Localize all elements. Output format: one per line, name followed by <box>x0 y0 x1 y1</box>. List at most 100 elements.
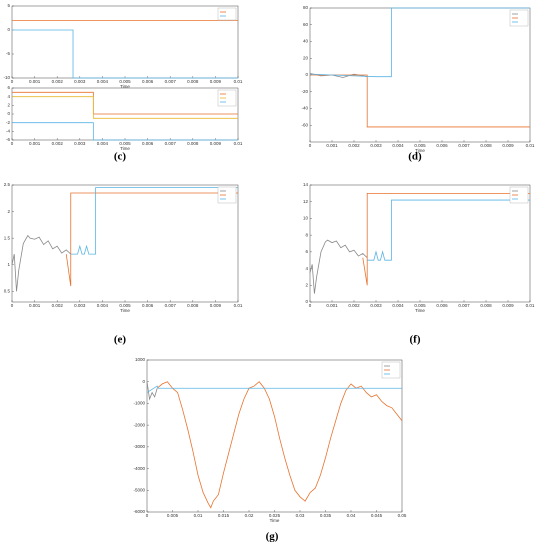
y-tick-label: 0 <box>142 379 145 384</box>
y-tick-label: -60 <box>301 122 308 127</box>
x-tick-label: 0.003 <box>370 303 382 308</box>
x-tick-label: 0.007 <box>165 79 177 84</box>
x-tick-label: 0.001 <box>29 303 41 308</box>
plot-area <box>146 359 403 513</box>
y-tick-label: 0 <box>7 111 10 116</box>
y-tick-label: -2 <box>6 120 10 125</box>
series-line <box>309 239 368 294</box>
x-tick-label: 0.002 <box>348 303 360 308</box>
x-axis-label: Time <box>120 84 130 89</box>
y-tick-label: 0 <box>305 72 308 77</box>
legend-box <box>217 7 237 21</box>
x-tick-label: 0.01 <box>526 143 535 148</box>
series-line <box>12 29 238 79</box>
x-tick-label: 0.03 <box>296 513 305 518</box>
y-tick-label: -4000 <box>133 466 145 471</box>
series-line <box>362 192 530 286</box>
y-tick-label: -10 <box>3 75 10 80</box>
y-tick-label: 0 <box>7 27 10 32</box>
y-tick-label: 8 <box>305 232 308 237</box>
x-tick-label: 0.045 <box>371 513 383 518</box>
y-tick-label: 0.5 <box>4 289 11 294</box>
y-tick-label: 2 <box>305 282 308 287</box>
plot-area <box>11 5 239 79</box>
y-tick-label: 1 <box>7 262 10 267</box>
x-tick-label: 0.004 <box>392 143 404 148</box>
x-tick-label: 0.005 <box>414 303 426 308</box>
x-axis-label: Time <box>120 308 130 313</box>
y-tick-label: 14 <box>303 182 309 187</box>
y-tick-label: -6000 <box>133 509 145 514</box>
panel-label: (g) <box>266 531 279 543</box>
x-tick-label: 0.002 <box>348 143 360 148</box>
y-tick-label: 4 <box>305 266 308 271</box>
x-axis-label: Time <box>415 308 425 313</box>
y-tick-label: 20 <box>303 55 309 60</box>
y-tick-label: 0 <box>305 299 308 304</box>
x-tick-label: 0 <box>309 143 312 148</box>
x-tick-label: 0.006 <box>436 303 448 308</box>
series-line <box>146 385 402 393</box>
y-tick-label: -5000 <box>133 487 145 492</box>
series-line <box>12 96 238 119</box>
y-tick-label: 5 <box>7 3 10 8</box>
x-tick-label: 0.007 <box>165 141 177 146</box>
series-line <box>309 7 530 78</box>
x-tick-label: 0.025 <box>269 513 281 518</box>
y-tick-label: -6 <box>6 137 10 142</box>
y-tick-label: -3000 <box>133 444 145 449</box>
series-line <box>146 381 158 401</box>
x-tick-label: 0.006 <box>142 303 154 308</box>
y-tick-label: 40 <box>303 39 309 44</box>
y-tick-label: -4 <box>6 129 10 134</box>
x-tick-label: 0.05 <box>398 513 407 518</box>
y-tick-label: 2.5 <box>4 182 11 187</box>
y-tick-label: 1000 <box>135 357 146 362</box>
x-tick-label: 0.01 <box>194 513 203 518</box>
y-tick-label: 1.5 <box>4 235 11 240</box>
series-line <box>11 234 72 292</box>
y-tick-label: 60 <box>303 22 309 27</box>
x-tick-label: 0.004 <box>97 79 109 84</box>
x-tick-label: 0.002 <box>52 303 64 308</box>
x-tick-label: 0.007 <box>458 143 470 148</box>
x-tick-label: 0.005 <box>167 513 179 518</box>
y-tick-label: 12 <box>303 199 309 204</box>
x-tick-label: 0.02 <box>245 513 254 518</box>
x-tick-label: 0.003 <box>74 141 86 146</box>
y-tick-label: 6 <box>305 249 308 254</box>
x-tick-label: 0.004 <box>97 303 109 308</box>
y-tick-label: -40 <box>301 106 308 111</box>
x-tick-label: 0 <box>309 303 312 308</box>
x-tick-label: 0.005 <box>119 303 131 308</box>
y-tick-label: -2000 <box>133 422 145 427</box>
plot-area <box>309 184 531 303</box>
x-tick-label: 0.003 <box>74 303 86 308</box>
x-tick-label: 0.008 <box>480 303 492 308</box>
x-tick-label: 0.005 <box>414 143 426 148</box>
panel-label: (c) <box>114 151 127 163</box>
plot-area <box>11 184 239 303</box>
x-tick-label: 0.002 <box>52 141 64 146</box>
x-tick-label: 0.01 <box>234 303 243 308</box>
x-axis-label: Time <box>120 146 130 151</box>
y-tick-label: 80 <box>303 5 309 10</box>
panel-label: (d) <box>408 151 422 163</box>
y-tick-label: 2 <box>7 103 10 108</box>
x-tick-label: 0.006 <box>142 141 154 146</box>
panel-label: (e) <box>114 334 127 346</box>
x-tick-label: 0.008 <box>480 143 492 148</box>
x-tick-label: 0.007 <box>458 303 470 308</box>
x-tick-label: 0.04 <box>347 513 356 518</box>
series-line <box>156 381 403 509</box>
y-tick-label: 6 <box>7 85 10 90</box>
series-line <box>309 72 368 78</box>
x-tick-label: 0 <box>11 303 14 308</box>
x-tick-label: 0.009 <box>210 79 222 84</box>
x-tick-label: 0.015 <box>218 513 230 518</box>
y-tick-label: -5 <box>6 51 10 56</box>
y-tick-label: -20 <box>301 89 308 94</box>
x-tick-label: 0.004 <box>392 303 404 308</box>
x-tick-label: 0.007 <box>165 303 177 308</box>
